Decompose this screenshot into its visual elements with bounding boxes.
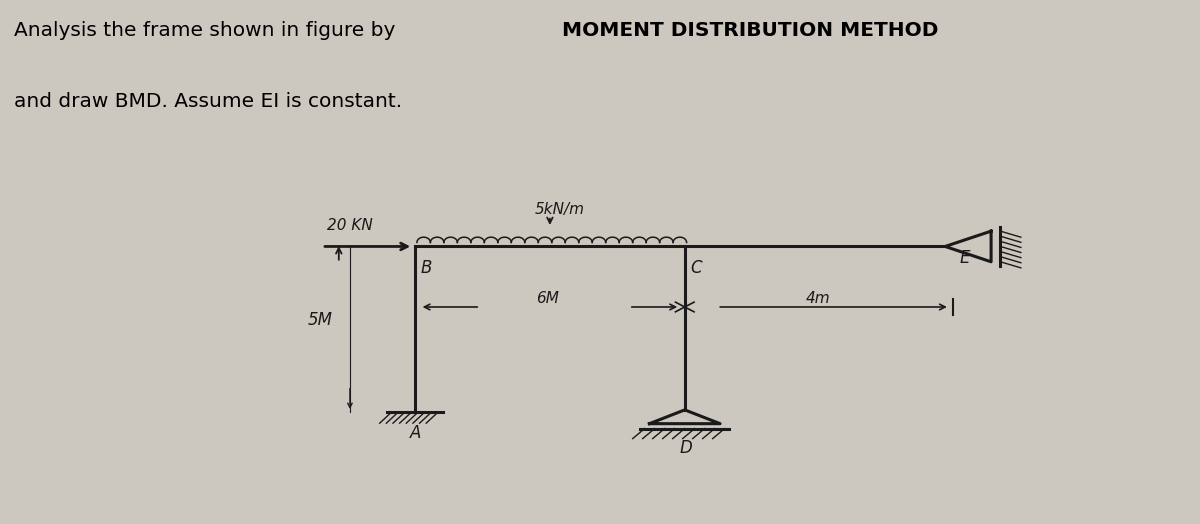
Text: 20 KN: 20 KN bbox=[326, 219, 372, 233]
Text: Analysis the frame shown in figure by: Analysis the frame shown in figure by bbox=[14, 21, 402, 40]
Text: 6M: 6M bbox=[536, 291, 559, 306]
Text: E: E bbox=[959, 248, 970, 267]
Text: 4m: 4m bbox=[805, 291, 830, 306]
Text: A: A bbox=[409, 424, 421, 442]
Text: 5kN/m: 5kN/m bbox=[534, 202, 584, 217]
Text: 5M: 5M bbox=[308, 311, 334, 329]
Text: MOMENT DISTRIBUTION METHOD: MOMENT DISTRIBUTION METHOD bbox=[562, 21, 938, 40]
Text: C: C bbox=[690, 259, 702, 277]
Text: and draw BMD. Assume EI is constant.: and draw BMD. Assume EI is constant. bbox=[14, 92, 402, 111]
Text: B: B bbox=[421, 259, 432, 277]
Text: D: D bbox=[679, 439, 692, 457]
